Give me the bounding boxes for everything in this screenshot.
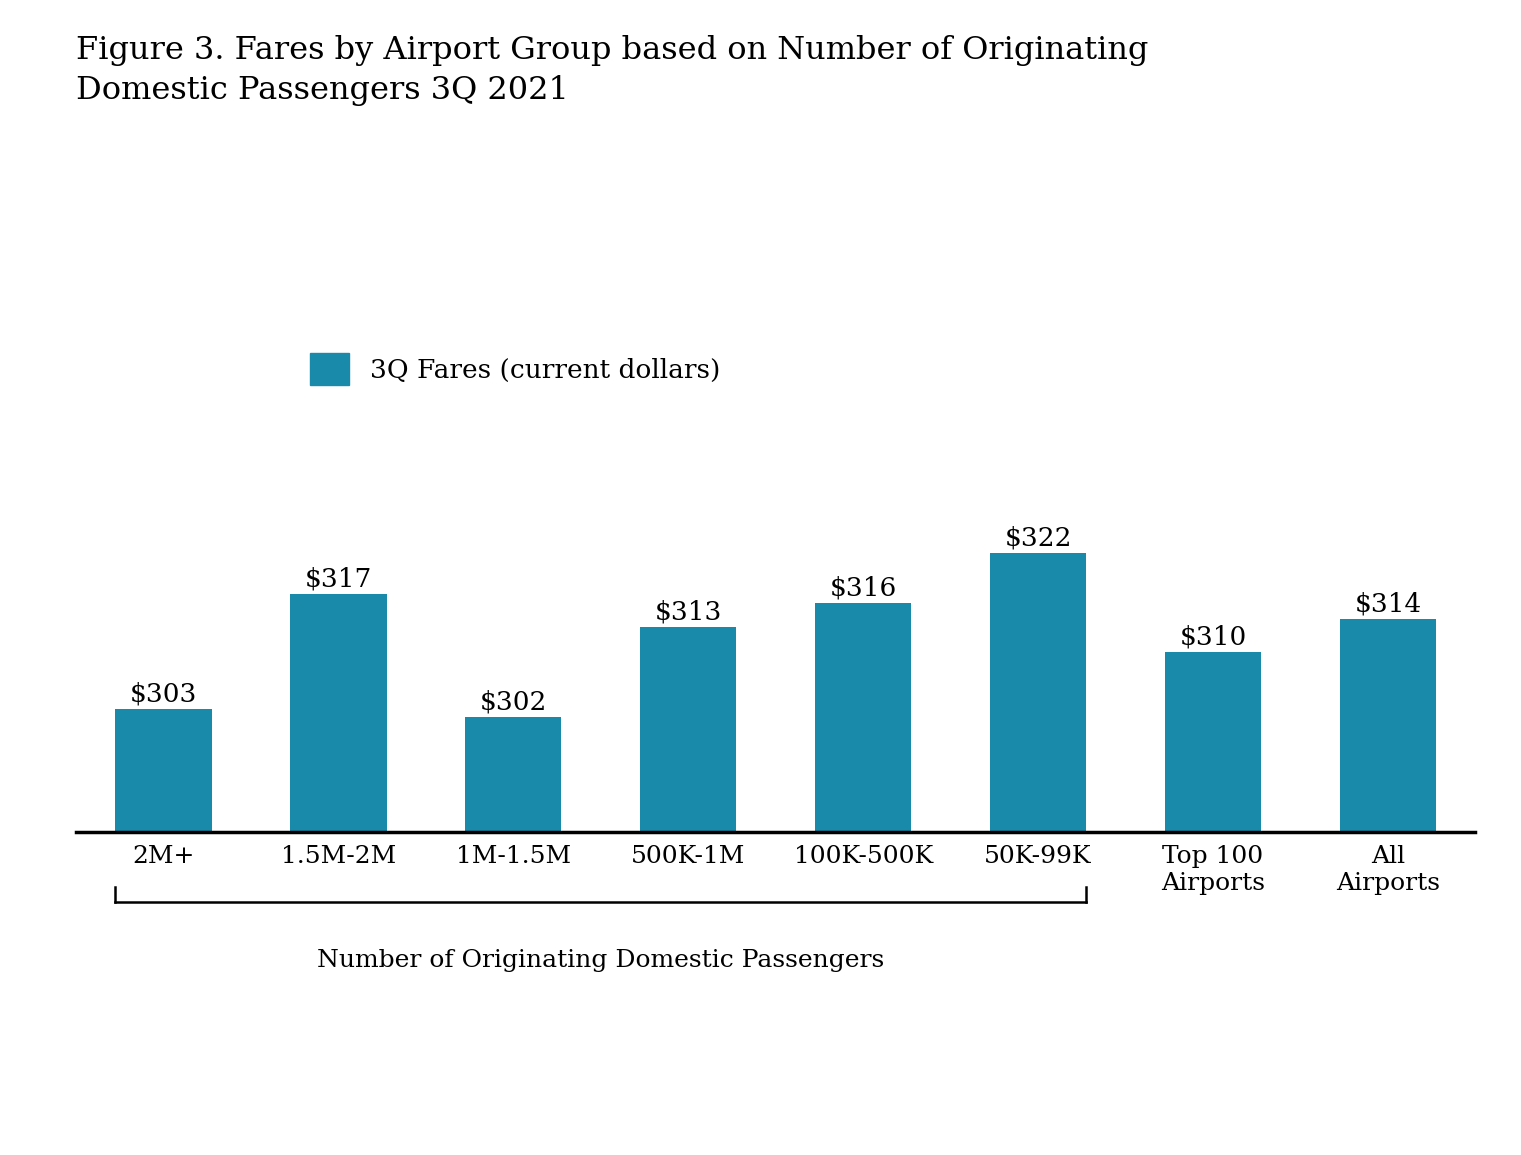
Bar bbox=[116, 709, 211, 1155]
Text: Figure 3. Fares by Airport Group based on Number of Originating
Domestic Passeng: Figure 3. Fares by Airport Group based o… bbox=[76, 35, 1148, 106]
Text: $313: $313 bbox=[654, 599, 722, 625]
Text: $317: $317 bbox=[304, 567, 373, 591]
Bar bbox=[815, 603, 911, 1155]
Bar bbox=[990, 553, 1086, 1155]
Text: $322: $322 bbox=[1004, 526, 1072, 551]
Text: $302: $302 bbox=[479, 690, 548, 715]
Legend: 3Q Fares (current dollars): 3Q Fares (current dollars) bbox=[300, 342, 732, 395]
Bar bbox=[640, 627, 736, 1155]
Text: $303: $303 bbox=[129, 681, 198, 707]
Text: $316: $316 bbox=[829, 575, 897, 601]
Text: $310: $310 bbox=[1179, 624, 1247, 649]
Text: $314: $314 bbox=[1354, 591, 1422, 617]
Bar bbox=[1340, 619, 1436, 1155]
Text: Number of Originating Domestic Passengers: Number of Originating Domestic Passenger… bbox=[318, 949, 884, 973]
Bar bbox=[465, 717, 561, 1155]
Bar bbox=[291, 595, 386, 1155]
Bar bbox=[1165, 651, 1261, 1155]
